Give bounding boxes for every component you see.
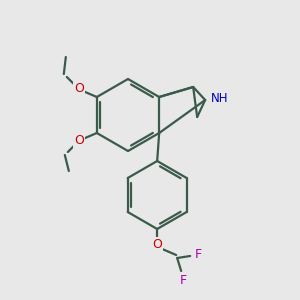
Text: F: F [195,248,202,262]
Text: F: F [180,274,187,286]
Text: NH: NH [210,92,228,104]
Text: O: O [74,134,84,148]
Text: O: O [152,238,162,251]
Text: O: O [74,82,84,95]
